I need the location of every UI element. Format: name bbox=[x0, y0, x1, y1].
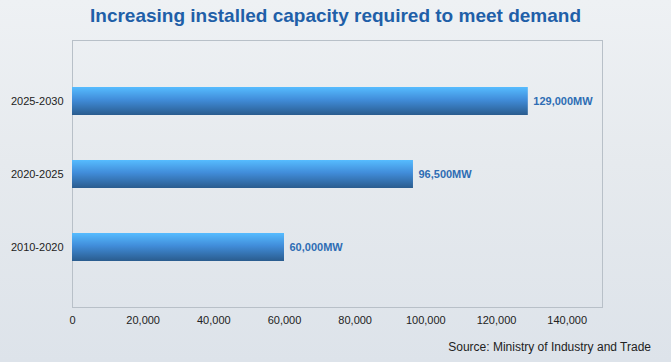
svg-text:129,000MW: 129,000MW bbox=[533, 95, 593, 107]
svg-text:0: 0 bbox=[69, 314, 75, 326]
svg-text:40,000: 40,000 bbox=[197, 314, 231, 326]
svg-text:2025-2030: 2025-2030 bbox=[11, 95, 64, 107]
svg-text:96,500MW: 96,500MW bbox=[418, 168, 472, 180]
html-text:Source: Ministry of Industry a: Source: Ministry of Industry and Trade bbox=[448, 340, 651, 354]
svg-text:60,000: 60,000 bbox=[268, 314, 302, 326]
html-text:Increasing installed capacity: Increasing installed capacity required t… bbox=[90, 5, 581, 26]
svg-text:100,000: 100,000 bbox=[406, 314, 446, 326]
svg-text:140,000: 140,000 bbox=[547, 314, 587, 326]
svg-text:80,000: 80,000 bbox=[338, 314, 372, 326]
svg-text:120,000: 120,000 bbox=[477, 314, 517, 326]
svg-text:2020-2025: 2020-2025 bbox=[11, 168, 64, 180]
svg-text:2010-2020: 2010-2020 bbox=[11, 241, 64, 253]
svg-text:60,000MW: 60,000MW bbox=[290, 241, 344, 253]
svg-text:20,000: 20,000 bbox=[126, 314, 160, 326]
